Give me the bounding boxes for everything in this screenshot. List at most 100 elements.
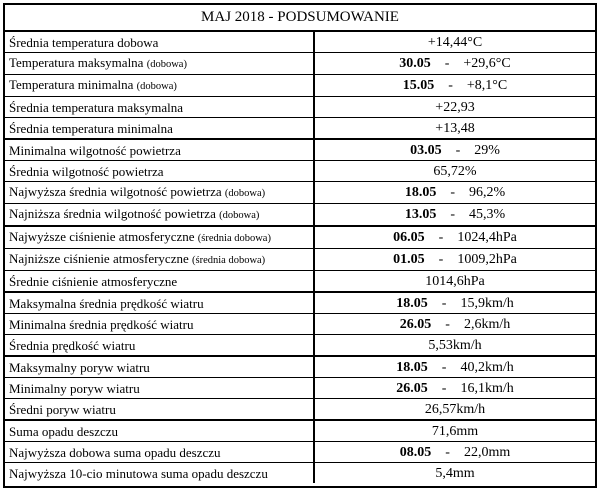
table-row: Średnia prędkość wiatru 5,53km/h [5, 334, 595, 357]
row-date: 15.05 [402, 78, 435, 93]
row-label-cell: Najniższa średnia wilgotność powietrza (… [5, 203, 315, 227]
row-date: 26.05 [396, 380, 428, 396]
table-row: Najniższa średnia wilgotność powietrza (… [5, 203, 595, 227]
row-value: 1024,4hPa [457, 230, 517, 245]
row-value-cell: 08.05-22,0mm [314, 441, 595, 463]
row-label-cell: Suma opadu deszczu [5, 420, 315, 442]
row-value-cell: 5,4mm [314, 463, 595, 484]
row-label-note: (dobowa) [224, 188, 266, 199]
table-row: Suma opadu deszczu 71,6mm [5, 420, 595, 442]
table-title: MAJ 2018 - PODSUMOWANIE [5, 5, 595, 32]
row-value: 5,53km/h [428, 337, 482, 353]
row-separator: - [455, 142, 461, 158]
row-value-cell: +22,93 [314, 96, 595, 118]
row-value-cell: 71,6mm [314, 420, 595, 442]
table-row: Średni poryw wiatru 26,57km/h [5, 398, 595, 421]
row-value-cell: 30.05- +29,6°C [314, 52, 595, 75]
row-label-cell: Minimalny poryw wiatru [5, 377, 315, 399]
row-label: Suma opadu deszczu [9, 423, 119, 439]
row-label: Maksymalna średnia prędkość wiatru [9, 295, 204, 311]
row-separator: - [441, 359, 447, 375]
row-label: Minimalna średnia prędkość wiatru [9, 316, 194, 332]
row-value-cell: 65,72% [314, 160, 595, 182]
table-row: Najwyższa dobowa suma opadu deszczu 08.05… [5, 441, 595, 463]
row-label: Średnia temperatura dobowa [9, 34, 159, 50]
row-value: 22,0mm [463, 444, 511, 460]
row-label: Temperatura minimalna [9, 77, 134, 92]
row-separator: - [448, 78, 453, 93]
row-value-cell: 18.05-15,9km/h [314, 292, 595, 314]
table-row: Średnie ciśnienie atmosferyczne 1014,6hPa [5, 270, 595, 293]
row-value-cell: 26.05-2,6km/h [314, 313, 595, 335]
table-row: Najniższe ciśnienie atmosferyczne (średn… [5, 248, 595, 271]
row-separator: - [438, 230, 444, 245]
row-label-cell: Temperatura maksymalna (dobowa) [5, 52, 315, 75]
table-row: Średnia wilgotność powietrza 65,72% [5, 160, 595, 182]
table-row: Średnia temperatura maksymalna +22,93 [5, 96, 595, 118]
row-label-cell: Średnia wilgotność powietrza [5, 160, 315, 182]
row-label: Średnia wilgotność powietrza [9, 163, 164, 179]
row-separator: - [441, 380, 447, 396]
row-date: 26.05 [399, 316, 432, 332]
row-value-cell: 13.05-45,3% [314, 203, 595, 227]
table-row: Minimalna wilgotność powietrza 03.05-29% [5, 139, 595, 161]
row-label-cell: Średnia temperatura dobowa [5, 32, 315, 53]
row-date: 08.05 [399, 444, 432, 460]
row-value-cell: 26,57km/h [314, 398, 595, 421]
table-row: Minimalna średnia prędkość wiatru 26.05-2… [5, 313, 595, 335]
row-date: 13.05 [404, 207, 437, 222]
row-label-cell: Średnia temperatura minimalna [5, 117, 315, 140]
table-row: Najwyższa 10-cio minutowa suma opadu des… [5, 462, 595, 484]
row-value-cell: 01.05-1009,2hPa [314, 248, 595, 271]
row-label-cell: Średnia prędkość wiatru [5, 334, 315, 357]
row-label: Najniższa średnia wilgotność powietrza [9, 206, 216, 221]
row-label: Średnia temperatura maksymalna [9, 99, 183, 115]
summary-table: Średnia temperatura dobowa +14,44°C Temper… [5, 32, 595, 483]
row-value-cell: 03.05-29% [314, 139, 595, 161]
row-value-cell: 26.05-16,1km/h [314, 377, 595, 399]
row-separator: - [438, 252, 444, 267]
summary-table-frame: MAJ 2018 - PODSUMOWANIE Średnia temperat… [3, 3, 597, 488]
row-value: 5,4mm [435, 465, 475, 481]
row-label: Najwyższa dobowa suma opadu deszczu [9, 444, 221, 460]
row-label: Maksymalny poryw wiatru [9, 359, 150, 375]
table-row: Temperatura minimalna (dobowa) 15.05- +8,1… [5, 74, 595, 97]
row-value: 40,2km/h [460, 359, 514, 375]
row-date: 06.05 [393, 230, 425, 245]
row-label-cell: Maksymalna średnia prędkość wiatru [5, 292, 315, 314]
row-value: 15,9km/h [460, 295, 514, 311]
table-row: Maksymalna średnia prędkość wiatru 18.05-… [5, 292, 595, 314]
row-separator: - [450, 207, 455, 222]
row-label-cell: Najwyższe ciśnienie atmosferyczne (średn… [5, 226, 315, 249]
row-date: 30.05 [399, 56, 431, 71]
row-label-cell: Maksymalny poryw wiatru [5, 356, 315, 378]
row-value-cell: 15.05- +8,1°C [314, 74, 595, 97]
row-label-note: (dobowa) [136, 81, 177, 92]
table-row: Średnia temperatura minimalna +13,48 [5, 117, 595, 140]
row-label-cell: Średnia temperatura maksymalna [5, 96, 315, 118]
row-date: 18.05 [404, 185, 437, 200]
row-value: 1014,6hPa [425, 273, 485, 289]
row-separator: - [444, 56, 450, 71]
row-label: Minimalny poryw wiatru [9, 380, 140, 396]
row-date: 03.05 [410, 142, 442, 158]
row-separator: - [441, 295, 447, 311]
row-label-note: (dobowa) [146, 59, 187, 70]
row-value-cell: 06.05-1024,4hPa [314, 226, 595, 249]
table-row: Najwyższa średnia wilgotność powietrza (… [5, 181, 595, 204]
row-label-note: (średnia dobowa) [192, 255, 266, 266]
row-value: 16,1km/h [460, 380, 514, 396]
row-label: Średnia temperatura minimalna [9, 120, 173, 136]
table-row: Najwyższe ciśnienie atmosferyczne (średn… [5, 226, 595, 249]
row-label: Najniższe ciśnienie atmosferyczne [9, 251, 189, 266]
row-value: 65,72% [433, 163, 477, 179]
row-label-cell: Najwyższa dobowa suma opadu deszczu [5, 441, 315, 463]
row-label-cell: Minimalna średnia prędkość wiatru [5, 313, 315, 335]
row-label-note: (średnia dobowa) [197, 233, 271, 244]
row-date: 18.05 [396, 359, 428, 375]
row-date: 18.05 [396, 295, 428, 311]
row-value: 26,57km/h [424, 401, 486, 417]
row-value: 29% [474, 142, 500, 158]
table-row: Minimalny poryw wiatru 26.05-16,1km/h [5, 377, 595, 399]
row-value: 45,3% [469, 207, 506, 222]
